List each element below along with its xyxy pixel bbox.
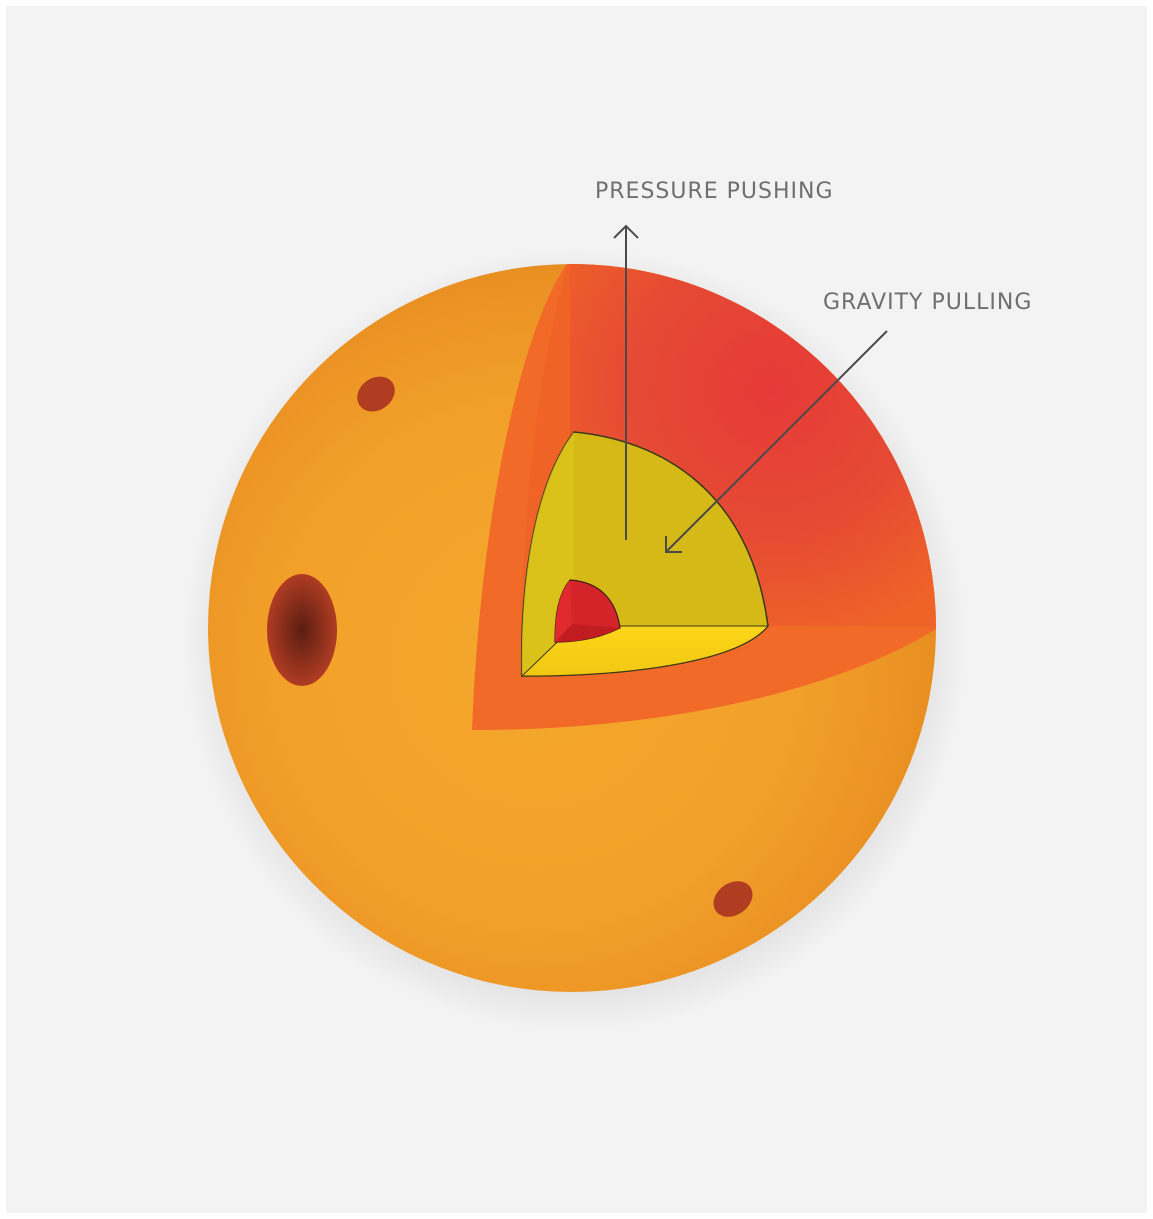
gravity-pulling-label: GRAVITY PULLING: [823, 290, 1032, 315]
arrow-down-left-icon: [665, 330, 888, 553]
surface-spot: [713, 881, 753, 917]
core: [554, 579, 621, 643]
arrow-up-icon: [613, 224, 639, 540]
surface-spot: [357, 376, 395, 412]
pressure-pushing-label: PRESSURE PUSHING: [595, 179, 834, 204]
surface-spot-large: [267, 574, 337, 686]
